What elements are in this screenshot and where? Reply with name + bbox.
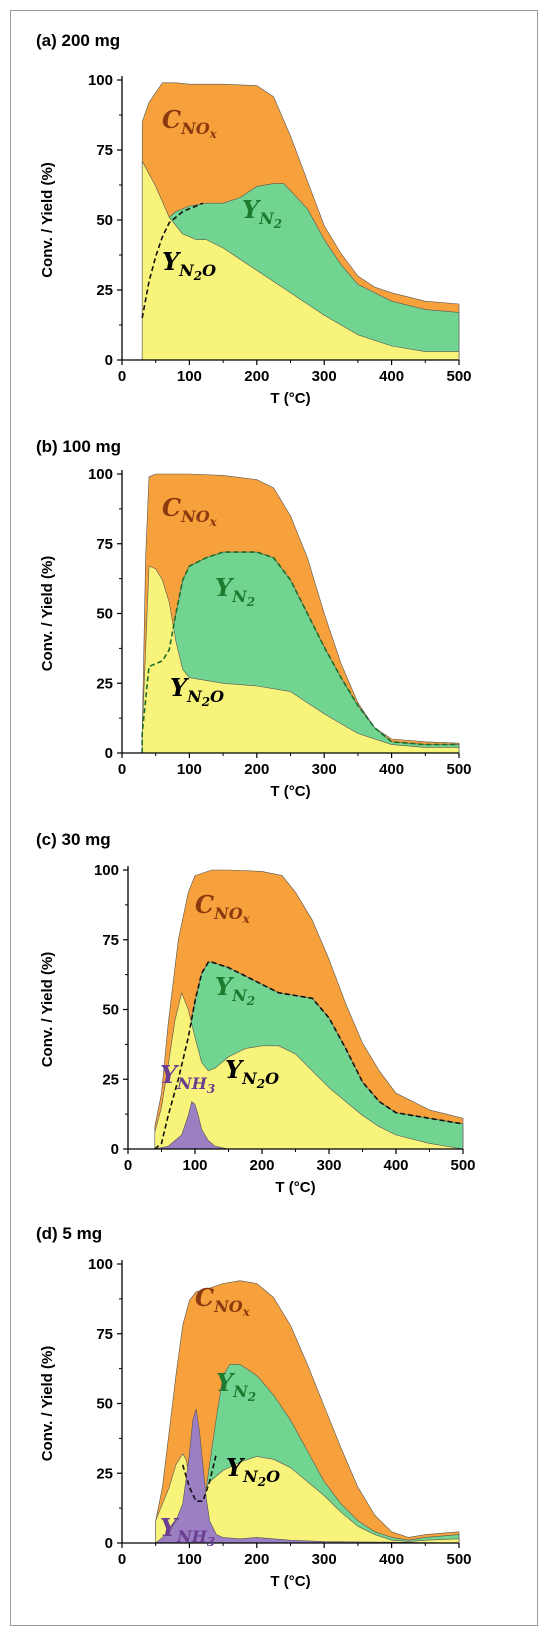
y-tick-label: 50	[96, 606, 113, 623]
panel-title: (b) 100 mg	[36, 437, 121, 456]
series-label-n2o: YN2O	[225, 1055, 279, 1091]
x-tick-label: 100	[177, 1551, 202, 1568]
x-axis-label: T (°C)	[270, 1573, 310, 1590]
x-tick-label: 300	[316, 1157, 341, 1174]
series-label-n2o: YN2O	[226, 1453, 280, 1489]
chart-panel-4: (d) 5 mg 0 100 200 300 400 500 0 25 50 75 100 T (°C)…	[36, 1224, 472, 1590]
y-tick-label: 100	[94, 862, 119, 879]
dashed-line	[181, 1453, 218, 1502]
x-tick-label: 400	[379, 761, 404, 778]
series-label-n2o: YN2O	[170, 673, 224, 709]
dashed-line	[154, 961, 464, 1150]
series-label-nox: CNOx	[162, 105, 218, 141]
x-tick-label: 0	[124, 1157, 132, 1174]
x-tick-label: 300	[312, 1551, 337, 1568]
area-n2o	[154, 992, 464, 1150]
x-tick-label: 500	[446, 368, 471, 385]
y-tick-label: 25	[102, 1071, 119, 1088]
x-tick-label: 400	[383, 1157, 408, 1174]
dashed-line	[141, 202, 204, 319]
x-tick-label: 0	[118, 1551, 126, 1568]
chart-panel-1: (a) 200 mg 0 100 200 300 400 500 0 25 50 75 100 T (°…	[36, 31, 472, 407]
y-tick-label: 0	[111, 1141, 119, 1158]
area-n2o	[141, 160, 460, 361]
x-tick-label: 200	[244, 1551, 269, 1568]
y-tick-label: 50	[96, 1396, 113, 1413]
y-tick-label: 100	[88, 466, 113, 483]
x-tick-label: 300	[312, 368, 337, 385]
y-tick-label: 50	[102, 1002, 119, 1019]
area-nh3	[154, 1101, 229, 1150]
y-tick-label: 0	[105, 352, 113, 369]
y-tick-label: 25	[96, 1465, 113, 1482]
y-tick-label: 0	[105, 1535, 113, 1552]
y-tick-label: 75	[102, 932, 119, 949]
series-label-nh3: YNH3	[160, 1513, 215, 1549]
y-tick-label: 0	[105, 745, 113, 762]
y-tick-label: 25	[96, 282, 113, 299]
x-tick-label: 0	[118, 761, 126, 778]
x-tick-label: 500	[450, 1157, 475, 1174]
area-n2o	[155, 1453, 460, 1544]
series-label-n2: YN2	[215, 972, 255, 1008]
series-label-nox: CNOx	[195, 890, 251, 926]
x-tick-label: 300	[312, 761, 337, 778]
y-axis-label: Conv. / Yield (%)	[39, 1346, 56, 1462]
x-tick-label: 100	[182, 1157, 207, 1174]
series-label-n2: YN2	[216, 1368, 256, 1404]
series-label-n2o: YN2O	[162, 247, 216, 283]
x-tick-label: 400	[379, 1551, 404, 1568]
y-tick-label: 100	[88, 72, 113, 89]
y-axis-label: Conv. / Yield (%)	[39, 162, 56, 278]
x-tick-label: 500	[446, 761, 471, 778]
x-tick-label: 200	[249, 1157, 274, 1174]
x-tick-label: 200	[244, 761, 269, 778]
area-n2o	[141, 565, 460, 754]
x-tick-label: 500	[446, 1551, 471, 1568]
panel-title: (a) 200 mg	[36, 31, 120, 50]
x-axis-label: T (°C)	[270, 783, 310, 800]
panel-title: (d) 5 mg	[36, 1224, 102, 1243]
y-tick-label: 75	[96, 142, 113, 159]
dashed-line	[141, 551, 459, 753]
x-axis-label: T (°C)	[275, 1179, 315, 1196]
y-tick-label: 25	[96, 675, 113, 692]
panel-title: (c) 30 mg	[36, 830, 111, 849]
area-nh3	[155, 1408, 460, 1544]
x-tick-label: 200	[244, 368, 269, 385]
chart-panel-3: (c) 30 mg 0 100 200 300 400 500 0 25 50 75 100 T (°C…	[36, 830, 476, 1196]
figure-frame	[10, 10, 538, 1626]
series-label-n2: YN2	[242, 195, 282, 231]
x-tick-label: 100	[177, 368, 202, 385]
series-label-nox: CNOx	[195, 1283, 251, 1319]
y-tick-label: 75	[96, 1326, 113, 1343]
x-axis-label: T (°C)	[270, 390, 310, 407]
y-axis-label: Conv. / Yield (%)	[39, 556, 56, 672]
y-tick-label: 75	[96, 536, 113, 553]
y-axis-label: Conv. / Yield (%)	[39, 952, 56, 1068]
x-tick-label: 0	[118, 368, 126, 385]
y-tick-label: 50	[96, 212, 113, 229]
series-label-nh3: YNH3	[160, 1060, 215, 1096]
series-label-nox: CNOx	[162, 493, 218, 529]
x-tick-label: 400	[379, 368, 404, 385]
chart-panel-2: (b) 100 mg 0 100 200 300 400 500 0 25 50 75 100 T (°…	[36, 437, 472, 800]
x-tick-label: 100	[177, 761, 202, 778]
y-tick-label: 100	[88, 1256, 113, 1273]
series-label-n2: YN2	[215, 573, 255, 609]
